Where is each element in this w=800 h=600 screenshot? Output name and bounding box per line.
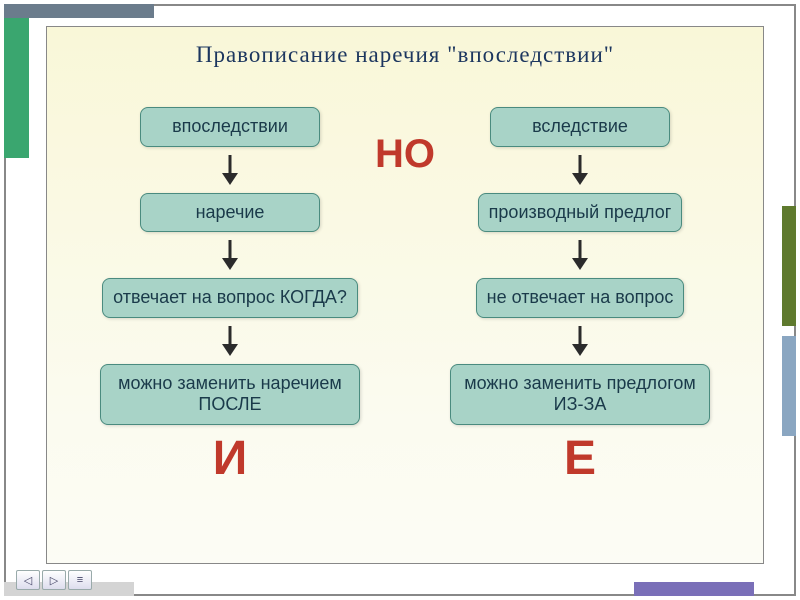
deco-bar: [634, 582, 754, 596]
result-letter: Е: [564, 431, 596, 486]
next-button[interactable]: ▷: [42, 570, 66, 590]
right-column: вследствие производный предлог не отвечает…: [450, 107, 710, 563]
prev-button[interactable]: ◁: [16, 570, 40, 590]
flow-box: производный предлог: [478, 193, 683, 233]
deco-bar: [782, 336, 796, 436]
deco-bar: [782, 206, 796, 326]
arrow-down-icon: [565, 238, 595, 272]
flow-box: можно заменить предлогом ИЗ-ЗА: [450, 364, 710, 425]
content-area: Правописание наречия "впоследствии" впос…: [46, 26, 764, 564]
deco-bar: [4, 18, 29, 158]
flow-box: впоследствии: [140, 107, 320, 147]
arrow-down-icon: [215, 238, 245, 272]
arrow-down-icon: [565, 324, 595, 358]
flow-box: наречие: [140, 193, 320, 233]
flow-columns: впоследствии наречие отвечает на вопрос КО…: [47, 107, 763, 563]
menu-button[interactable]: ≡: [68, 570, 92, 590]
arrow-down-icon: [215, 324, 245, 358]
left-column: впоследствии наречие отвечает на вопрос КО…: [100, 107, 360, 563]
arrow-down-icon: [565, 153, 595, 187]
deco-bar: [4, 4, 154, 18]
flow-box: вследствие: [490, 107, 670, 147]
flow-box: можно заменить наречием ПОСЛЕ: [100, 364, 360, 425]
flow-box: не отвечает на вопрос: [476, 278, 685, 318]
page-title: Правописание наречия "впоследствии": [47, 42, 763, 68]
menu-icon: ≡: [77, 574, 83, 586]
result-letter: И: [213, 431, 248, 486]
chevron-left-icon: ◁: [24, 574, 32, 587]
middle-label: НО: [360, 132, 450, 177]
slide-frame: Правописание наречия "впоследствии" впос…: [4, 4, 796, 596]
flow-box: отвечает на вопрос КОГДА?: [102, 278, 358, 318]
nav-controls: ◁ ▷ ≡: [16, 570, 92, 590]
chevron-right-icon: ▷: [50, 574, 58, 587]
middle-column: НО: [360, 107, 450, 563]
arrow-down-icon: [215, 153, 245, 187]
